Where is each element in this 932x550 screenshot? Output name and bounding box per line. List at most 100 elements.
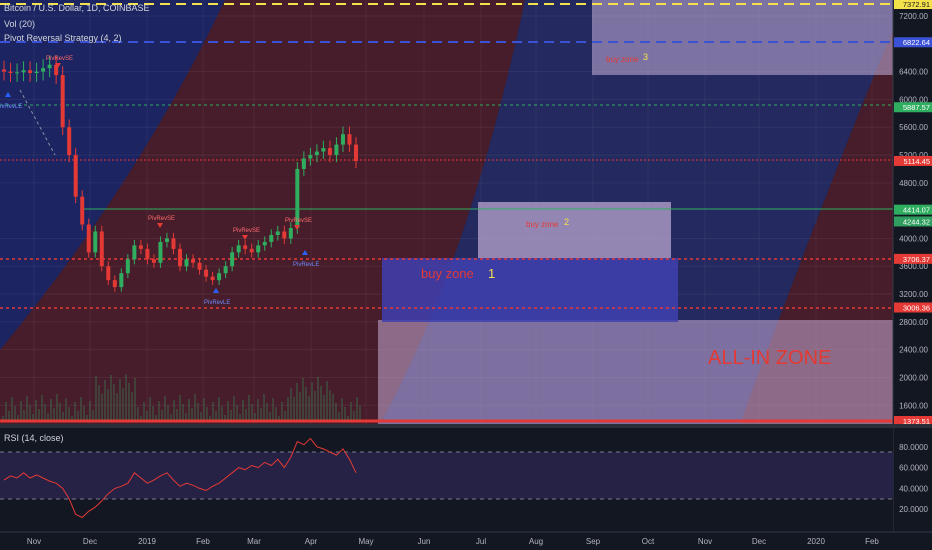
time-tick: Dec xyxy=(752,537,766,546)
volume-bar xyxy=(359,406,361,420)
volume-bar xyxy=(5,402,7,420)
candle-body xyxy=(327,148,332,156)
price-tick: 5200.00 xyxy=(899,151,928,160)
volume-bar xyxy=(116,393,118,420)
all-in-zone-label: ALL-IN ZONE xyxy=(708,347,831,369)
volume-bar xyxy=(179,395,181,420)
volume-bar xyxy=(86,415,88,420)
volume-bar xyxy=(356,397,358,420)
volume-bar xyxy=(287,397,289,420)
long-arrow-icon xyxy=(5,92,11,97)
volume-bar xyxy=(32,414,34,420)
volume-bar xyxy=(98,385,100,420)
rsi-series-line xyxy=(3,437,357,519)
volume-bar xyxy=(230,410,232,420)
rsi-title: RSI (14, close) xyxy=(4,433,64,443)
price-tick: 7200.00 xyxy=(899,12,928,21)
volume-legend[interactable]: Vol (20) xyxy=(4,19,36,29)
volume-bar xyxy=(56,394,58,420)
buy-zone-1-rect xyxy=(382,258,678,322)
candle-body xyxy=(21,70,26,73)
candle-body xyxy=(301,158,306,169)
rsi-ticks: 80.0000 60.0000 40.0000 20.0000 xyxy=(899,443,928,514)
price-ticks: 7200.00 6400.00 6000.00 5600.00 5200.00 4800.… xyxy=(899,12,928,410)
candle-body xyxy=(34,71,39,74)
candle-body xyxy=(282,231,287,239)
candle-body xyxy=(28,70,33,74)
price-label-box xyxy=(894,204,932,215)
volume-bar xyxy=(164,396,166,420)
price-label-box xyxy=(894,37,932,48)
volume-bar xyxy=(341,398,343,420)
zones: buy zone 1 buy zone 2 buy zone 3 ALL-IN … xyxy=(378,0,893,424)
volume-bar xyxy=(275,407,277,420)
volume-bar xyxy=(14,406,16,420)
volume-bar xyxy=(260,408,262,420)
symbol-legend[interactable]: Bitcoin / U.S. Dollar, 1D, COINBASE xyxy=(4,3,150,13)
volume-bar xyxy=(332,394,334,420)
volume-bar xyxy=(74,402,76,420)
diagonal-trend xyxy=(19,89,56,156)
volume-bar xyxy=(107,389,109,420)
pane-separator[interactable] xyxy=(0,424,932,428)
volume-bar xyxy=(26,396,28,420)
volume-bars xyxy=(2,374,361,420)
time-tick: Jun xyxy=(418,537,431,546)
price-label-box xyxy=(894,302,932,313)
candle-body xyxy=(132,245,137,260)
volume-bar xyxy=(95,376,97,420)
price-label-box xyxy=(894,102,932,113)
price-label: 6822.64 xyxy=(903,38,930,47)
volume-bar xyxy=(182,404,184,420)
candle-body xyxy=(47,64,52,69)
candle-body xyxy=(8,71,13,74)
candle-body xyxy=(314,151,319,156)
volume-bar xyxy=(239,414,241,420)
short-arrow-icon xyxy=(55,63,61,68)
candle-body xyxy=(73,155,78,197)
price-label-box xyxy=(894,416,932,426)
time-axis[interactable] xyxy=(0,531,932,550)
time-tick: Apr xyxy=(305,537,318,546)
volume-bar xyxy=(278,416,280,420)
candle-body xyxy=(256,245,261,253)
volume-bar xyxy=(329,390,331,420)
volume-bar xyxy=(233,396,235,420)
volume-bar xyxy=(152,406,154,420)
volume-bar xyxy=(254,413,256,420)
time-tick: Nov xyxy=(698,537,712,546)
volume-bar xyxy=(284,411,286,420)
strategy-legend[interactable]: Pivot Reversal Strategy (4, 2) xyxy=(4,33,122,43)
volume-bar xyxy=(65,398,67,420)
volume-bar xyxy=(320,386,322,420)
volume-bar xyxy=(272,398,274,420)
volume-bar xyxy=(227,401,229,420)
price-label: 5114.45 xyxy=(903,157,930,166)
volume-bar xyxy=(23,410,25,420)
price-label-box xyxy=(894,0,932,9)
volume-bar xyxy=(311,382,313,420)
candle-body xyxy=(86,224,91,253)
volume-bar xyxy=(224,415,226,420)
candle-body xyxy=(249,248,254,253)
volume-bar xyxy=(8,411,10,420)
volume-bar xyxy=(143,402,145,420)
volume-bar xyxy=(71,416,73,420)
candle-body xyxy=(60,75,65,128)
volume-bar xyxy=(344,407,346,420)
price-label: 3006.36 xyxy=(903,304,930,313)
candle-body xyxy=(67,127,72,156)
candle-body xyxy=(106,266,111,281)
candle-body xyxy=(93,231,98,253)
candle-body xyxy=(295,168,300,229)
volume-bar xyxy=(236,405,238,420)
price-tick: 3200.00 xyxy=(899,290,928,299)
rsi-tick: 60.0000 xyxy=(899,464,928,473)
candle-body xyxy=(15,72,20,74)
volume-bar xyxy=(266,403,268,420)
volume-bar xyxy=(50,399,52,420)
candle-body xyxy=(334,144,339,156)
volume-bar xyxy=(188,399,190,420)
volume-bar xyxy=(350,402,352,420)
